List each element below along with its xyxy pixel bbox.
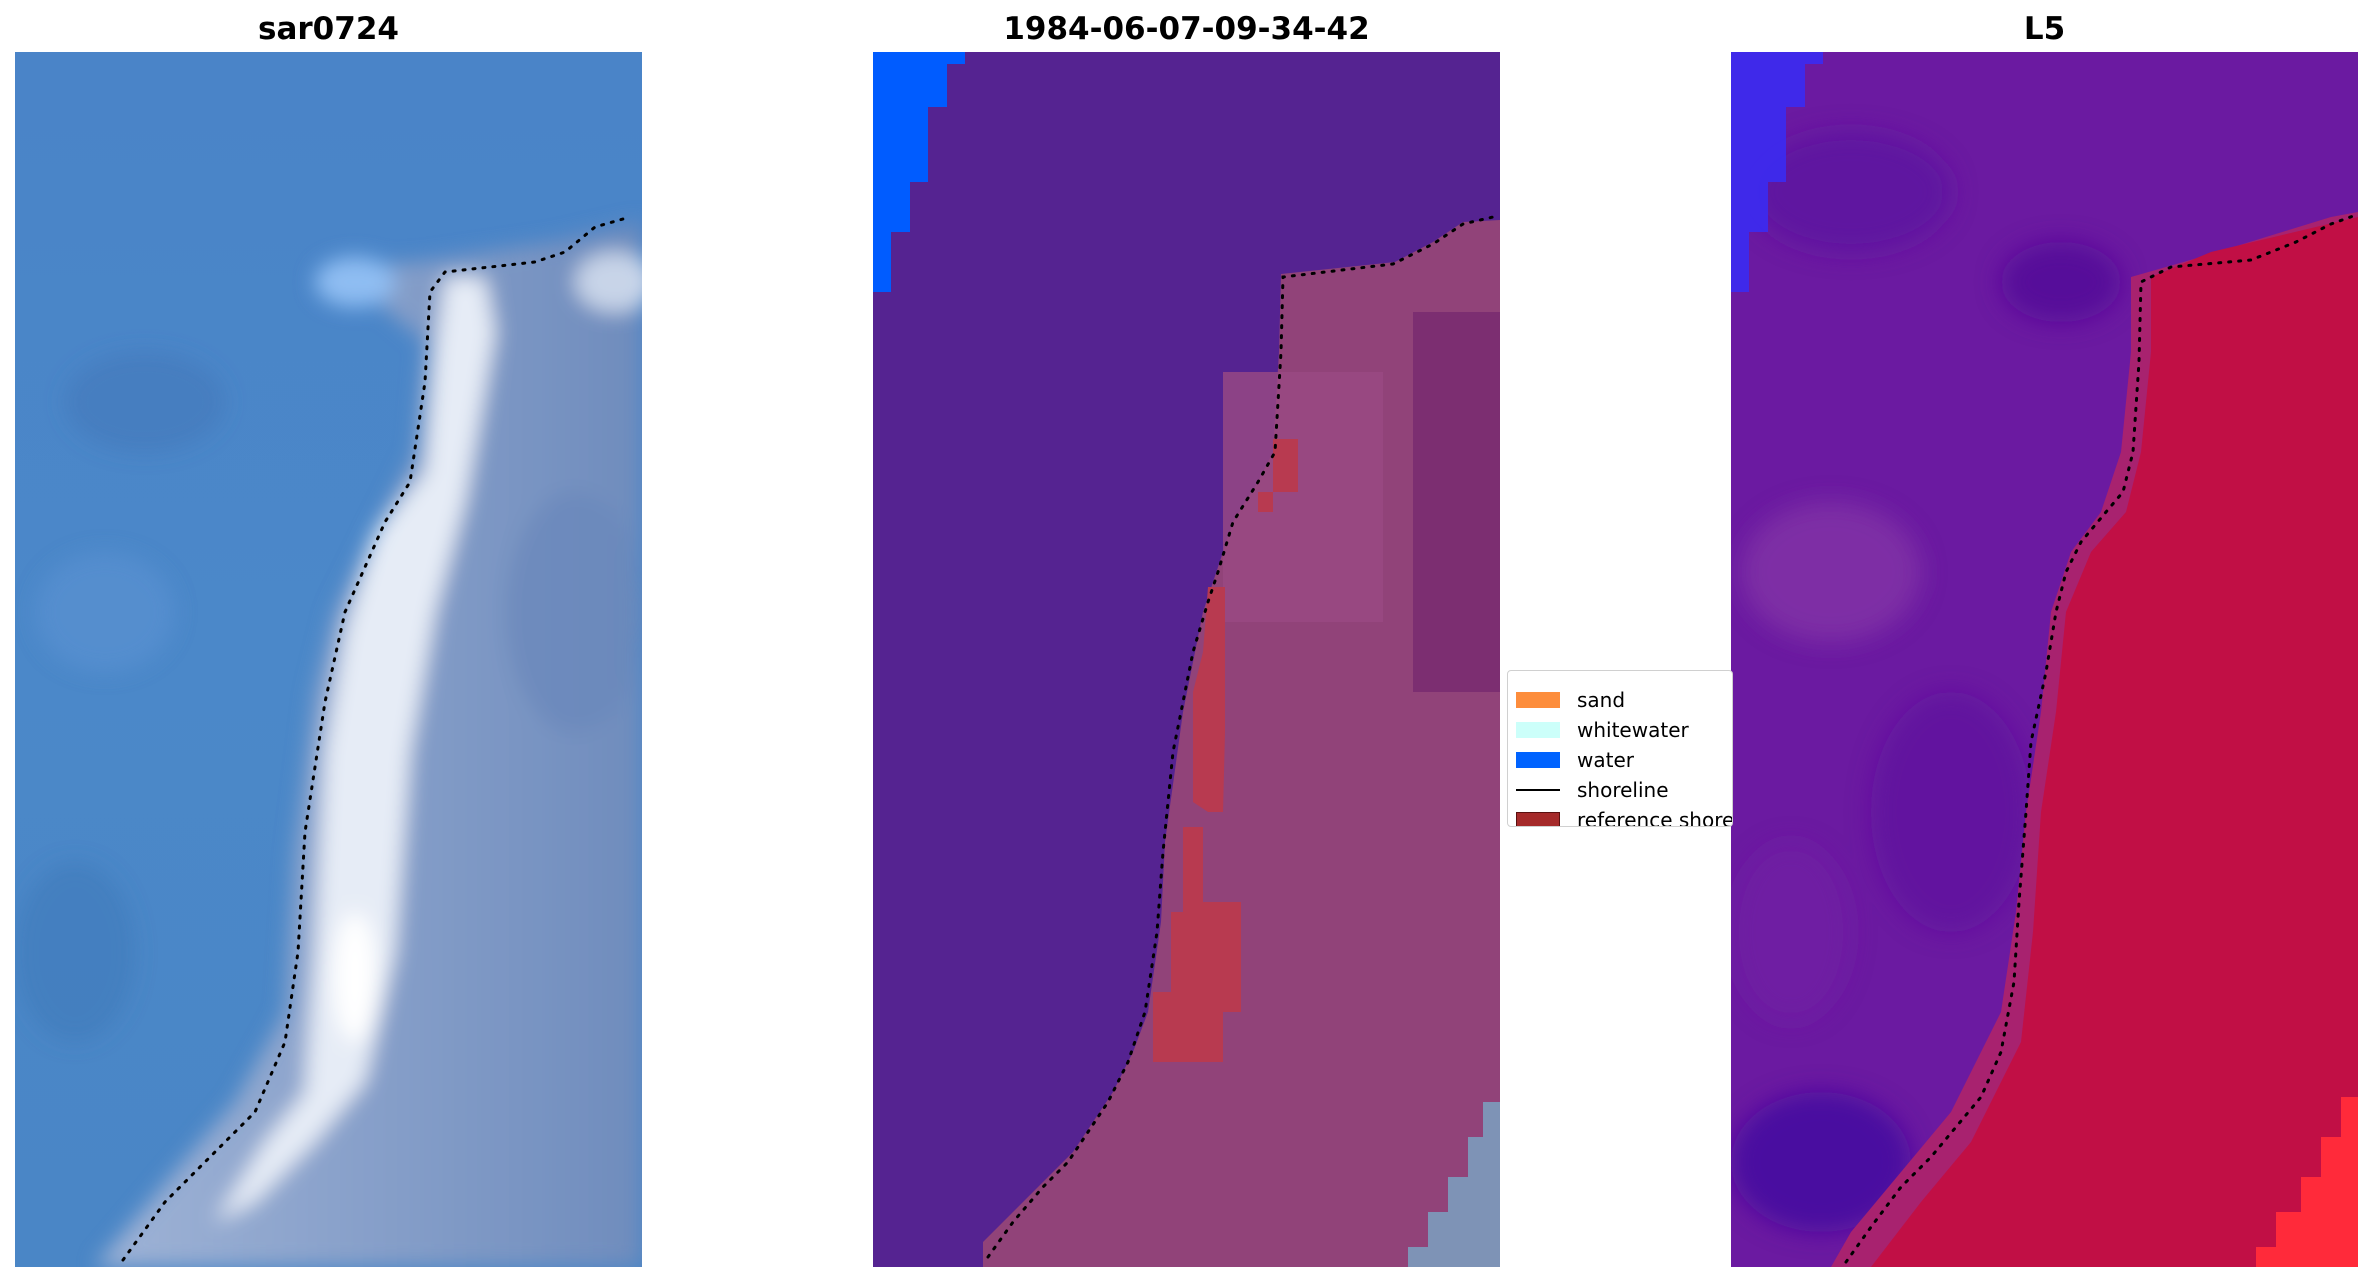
- panel-title-rgb: sar0724: [258, 11, 399, 47]
- rgb-image-panel: [15, 52, 642, 1267]
- legend-label-sand: sand: [1577, 688, 1626, 712]
- whitewater-swatch: [1516, 722, 1560, 738]
- legend-item-water: water: [1516, 748, 1634, 772]
- shoreline-line-swatch: [1516, 789, 1560, 791]
- legend-label-whitewater: whitewater: [1577, 718, 1689, 742]
- reference-shoreline-swatch: [1516, 812, 1560, 826]
- legend-label-water: water: [1577, 748, 1634, 772]
- legend-item-shoreline: shoreline: [1516, 778, 1669, 802]
- index-image: [1731, 52, 2358, 1267]
- water-swatch: [1516, 752, 1560, 768]
- rgb-image: [15, 52, 642, 1267]
- legend-label-shoreline: shoreline: [1577, 778, 1669, 802]
- legend-label-reference-shoreline: reference shoreline: [1577, 808, 1732, 827]
- classified-image: [873, 52, 1500, 1267]
- sand-swatch: [1516, 692, 1560, 708]
- classified-image-panel: [873, 52, 1500, 1267]
- legend: sand whitewater water shoreline referenc…: [1507, 670, 1733, 827]
- panel-title-classified: 1984-06-07-09-34-42: [1003, 11, 1370, 47]
- legend-item-whitewater: whitewater: [1516, 718, 1689, 742]
- index-image-panel: [1731, 52, 2358, 1267]
- legend-item-reference-shoreline: reference shoreline: [1516, 808, 1732, 827]
- panel-title-mndwi: L5: [2023, 11, 2066, 47]
- legend-item-sand: sand: [1516, 688, 1625, 712]
